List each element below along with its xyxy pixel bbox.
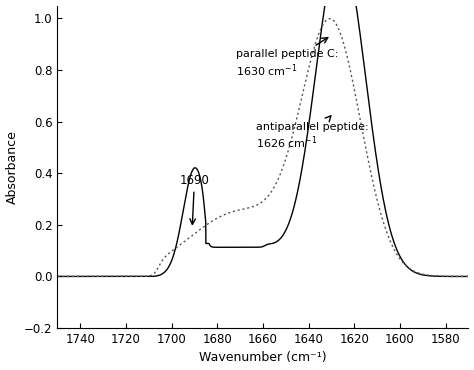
Text: antiparallel peptide:
1626 cm$^{-1}$: antiparallel peptide: 1626 cm$^{-1}$ [256, 116, 369, 151]
Text: parallel peptide C:
1630 cm$^{-1}$: parallel peptide C: 1630 cm$^{-1}$ [236, 38, 338, 79]
Y-axis label: Absorbance: Absorbance [6, 130, 18, 204]
Text: 1690: 1690 [180, 174, 210, 224]
X-axis label: Wavenumber (cm⁻¹): Wavenumber (cm⁻¹) [199, 352, 327, 364]
